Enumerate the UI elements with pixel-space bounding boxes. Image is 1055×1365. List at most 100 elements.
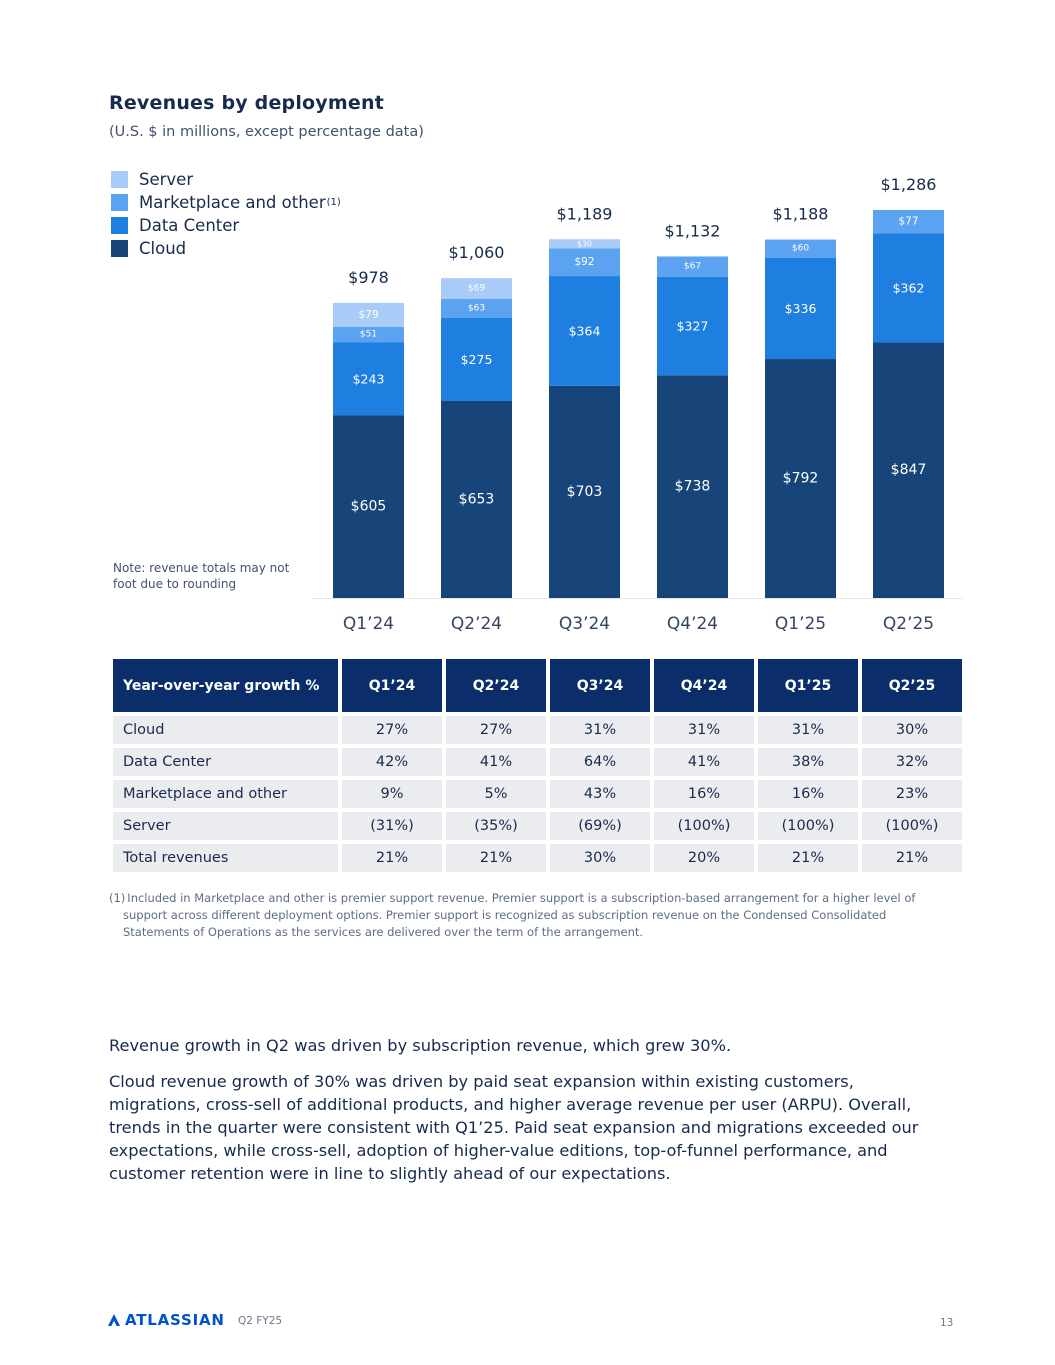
table-cell: 27% bbox=[342, 716, 442, 744]
bar-total-label: $978 bbox=[348, 268, 389, 287]
table-row: Marketplace and other 9% 5% 43% 16% 16% … bbox=[113, 780, 962, 808]
legend-label-cloud: Cloud bbox=[139, 239, 187, 258]
table-cell: 31% bbox=[550, 716, 650, 744]
bar-total-label: $1,188 bbox=[773, 205, 829, 224]
table-cell: (100%) bbox=[654, 812, 754, 840]
table-cell: 23% bbox=[862, 780, 962, 808]
segment-value-label: $243 bbox=[353, 371, 385, 386]
legend-item-cloud: Cloud bbox=[111, 237, 341, 260]
table-cell: (100%) bbox=[862, 812, 962, 840]
table-cell: 21% bbox=[446, 844, 546, 872]
bar-segment-data-center bbox=[765, 257, 836, 360]
bar-segment-data-center bbox=[441, 318, 512, 401]
x-tick-label: Q3’24 bbox=[559, 614, 610, 634]
chart-subtitle: (U.S. $ in millions, except percentage d… bbox=[109, 124, 424, 140]
growth-table-header-row: Year-over-year growth % Q1’24 Q2’24 Q3’2… bbox=[113, 659, 962, 712]
atlassian-logo-icon bbox=[108, 1314, 120, 1326]
segment-value-label: $79 bbox=[358, 309, 378, 321]
bar-segment-cloud bbox=[441, 400, 512, 598]
table-cell: 30% bbox=[862, 716, 962, 744]
growth-col-header: Q3’24 bbox=[550, 659, 650, 712]
bar-segment-server bbox=[333, 302, 404, 327]
segment-value-label: $605 bbox=[351, 499, 387, 515]
segment-value-label: $77 bbox=[898, 216, 918, 228]
atlassian-wordmark: ATLASSIAN bbox=[125, 1311, 225, 1329]
footer-period-label: Q2 FY25 bbox=[238, 1315, 283, 1327]
bar-segment-marketplace-and-other bbox=[765, 239, 836, 258]
legend-swatch-cloud bbox=[111, 240, 128, 257]
table-cell: 31% bbox=[758, 716, 858, 744]
segment-value-label: $847 bbox=[891, 462, 927, 478]
chart-legend: Server Marketplace and other (1) Data Cen… bbox=[111, 168, 341, 260]
legend-label-server: Server bbox=[139, 170, 194, 189]
growth-table: Year-over-year growth % Q1’24 Q2’24 Q3’2… bbox=[109, 655, 966, 876]
growth-col-header: Q2’25 bbox=[862, 659, 962, 712]
table-cell: 64% bbox=[550, 748, 650, 776]
table-row: Cloud 27% 27% 31% 31% 31% 30% bbox=[113, 716, 962, 744]
bar-segment-server bbox=[549, 239, 620, 249]
rounding-note: Note: revenue totals may not foot due to… bbox=[113, 561, 290, 591]
atlassian-logo: ATLASSIAN bbox=[107, 1311, 225, 1329]
legend-label-marketplace: Marketplace and other bbox=[139, 193, 326, 212]
x-tick-label: Q2’24 bbox=[451, 614, 502, 634]
segment-value-label: $738 bbox=[675, 479, 711, 495]
table-cell: (69%) bbox=[550, 812, 650, 840]
segment-value-label: $92 bbox=[574, 256, 594, 268]
table-cell: 41% bbox=[446, 748, 546, 776]
table-cell: 16% bbox=[758, 780, 858, 808]
table-cell: 21% bbox=[862, 844, 962, 872]
legend-label-data-center: Data Center bbox=[139, 216, 240, 235]
bar-segment-cloud bbox=[657, 375, 728, 598]
segment-value-label: $703 bbox=[567, 484, 603, 500]
legend-footnote-marker: (1) bbox=[326, 197, 341, 208]
table-cell: 38% bbox=[758, 748, 858, 776]
footnote-text: Included in Marketplace and other is pre… bbox=[123, 891, 916, 939]
bar-segment-server bbox=[441, 278, 512, 300]
segment-value-label: $51 bbox=[360, 329, 377, 339]
x-tick-label: Q1’25 bbox=[775, 614, 826, 634]
table-cell: (35%) bbox=[446, 812, 546, 840]
bar-segment-marketplace-and-other bbox=[333, 326, 404, 343]
table-cell: 5% bbox=[446, 780, 546, 808]
footnote: (1) Included in Marketplace and other is … bbox=[109, 890, 953, 941]
x-tick-label: Q1’24 bbox=[343, 614, 394, 634]
table-cell: 43% bbox=[550, 780, 650, 808]
bar-segment-data-center bbox=[873, 233, 944, 343]
legend-swatch-marketplace bbox=[111, 194, 128, 211]
bar-segment-cloud bbox=[549, 385, 620, 598]
segment-value-label: $63 bbox=[468, 304, 485, 314]
bar-total-label: $1,286 bbox=[881, 175, 937, 194]
table-row: Total revenues 21% 21% 30% 20% 21% 21% bbox=[113, 844, 962, 872]
bar-segment-marketplace-and-other bbox=[873, 210, 944, 234]
bar-segment-data-center bbox=[333, 342, 404, 416]
legend-swatch-server bbox=[111, 171, 128, 188]
x-tick-label: Q4’24 bbox=[667, 614, 718, 634]
segment-value-label: $336 bbox=[785, 301, 817, 316]
paragraph-revenue-growth: Revenue growth in Q2 was driven by subsc… bbox=[109, 1036, 732, 1055]
chart-title: Revenues by deployment bbox=[109, 92, 384, 114]
growth-col-header: Q2’24 bbox=[446, 659, 546, 712]
x-tick-label: Q2’25 bbox=[883, 614, 934, 634]
segment-value-label: $30 bbox=[577, 239, 592, 248]
table-cell: 21% bbox=[342, 844, 442, 872]
row-label: Server bbox=[113, 812, 338, 840]
bar-segment-cloud bbox=[765, 359, 836, 598]
legend-swatch-data-center bbox=[111, 217, 128, 234]
table-cell: 27% bbox=[446, 716, 546, 744]
row-label: Total revenues bbox=[113, 844, 338, 872]
segment-value-label: $364 bbox=[569, 323, 601, 338]
growth-col-header: Q1’24 bbox=[342, 659, 442, 712]
bar-segment-cloud bbox=[873, 342, 944, 598]
table-cell: 41% bbox=[654, 748, 754, 776]
bar-segment-data-center bbox=[549, 276, 620, 386]
segment-value-label: $792 bbox=[783, 471, 819, 487]
segment-value-label: $653 bbox=[459, 491, 495, 507]
legend-item-server: Server bbox=[111, 168, 341, 191]
table-cell: 16% bbox=[654, 780, 754, 808]
segment-value-label: $327 bbox=[677, 319, 709, 334]
growth-col-header: Q4’24 bbox=[654, 659, 754, 712]
table-cell: (100%) bbox=[758, 812, 858, 840]
segment-value-label: $69 bbox=[468, 284, 485, 294]
growth-col-header: Q1’25 bbox=[758, 659, 858, 712]
bar-segment-marketplace-and-other bbox=[657, 256, 728, 277]
